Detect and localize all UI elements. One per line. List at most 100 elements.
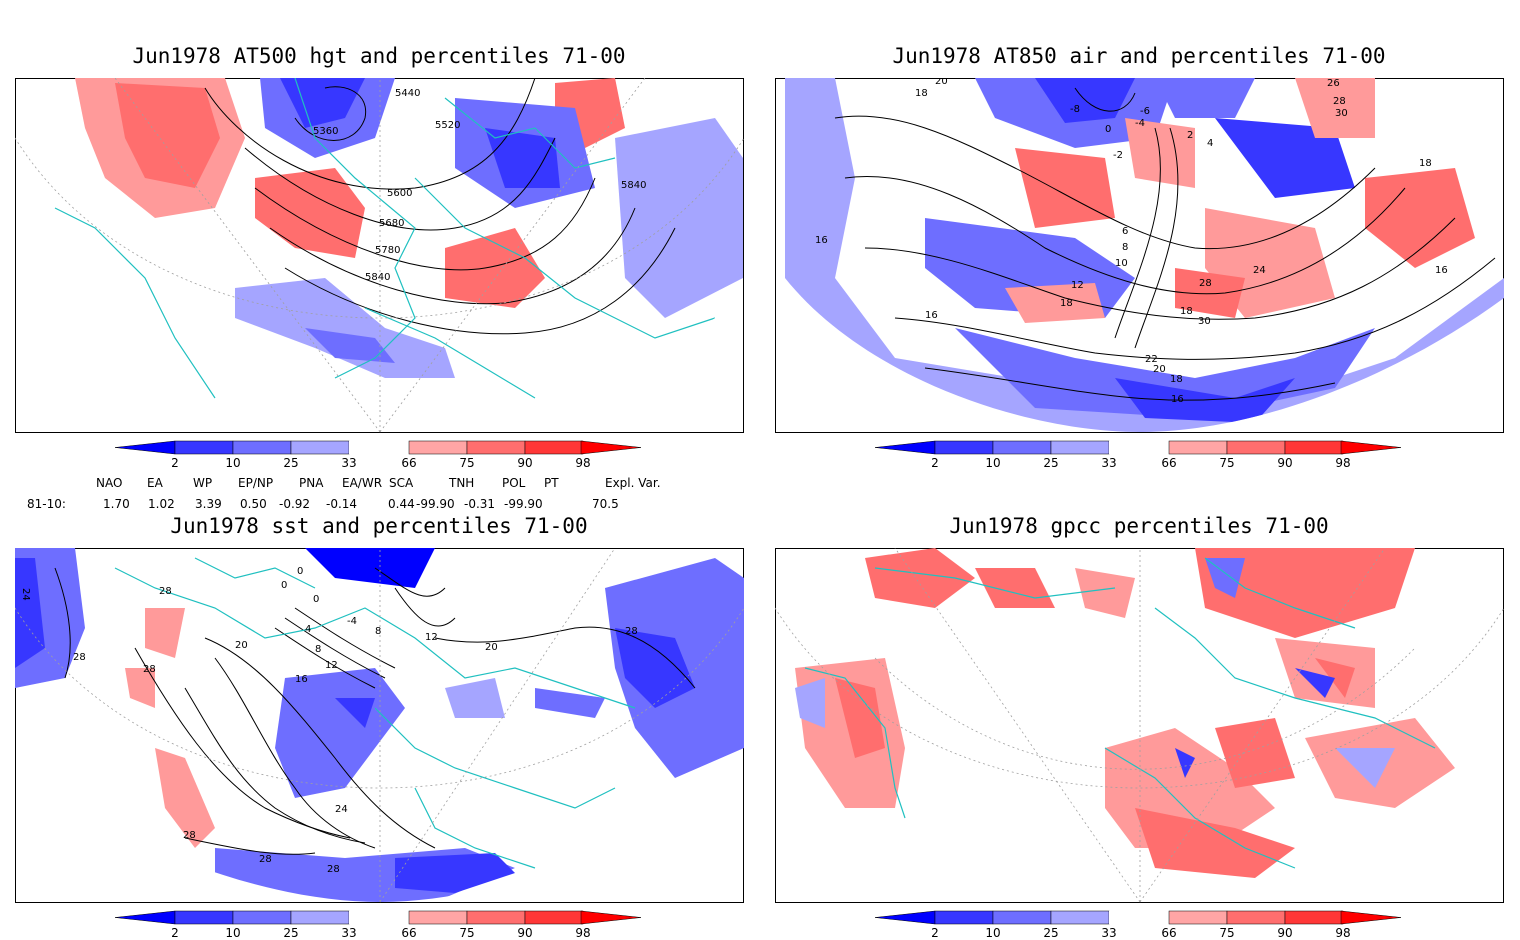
colorbar-swatch [1226,910,1286,925]
map-panel-gpcc [775,548,1504,903]
contour-label: 0 [313,594,319,605]
panel-title: Jun1978 sst and percentiles 71-00 [170,514,588,538]
colorbar-swatch [1050,910,1110,925]
colorbar-tick-label: 2 [931,926,939,940]
contour-label: 30 [1198,316,1211,327]
contour-label: 2 [1187,130,1193,141]
colorbar-swatch [232,910,292,925]
panel-title: Jun1978 gpcc percentiles 71-00 [949,514,1329,538]
index-value: -99.90 [504,497,543,511]
contour-label: 20 [935,78,948,87]
index-header: EP/NP [238,476,274,490]
colorbar-swatch [290,910,350,925]
index-header: Expl. Var. [605,476,661,490]
contour-label: -2 [1113,150,1123,161]
colorbar-tick-label: 66 [1161,456,1176,470]
colorbar-swatch [349,911,409,924]
contour-label: 5600 [387,188,412,199]
contour-label: 5840 [365,272,390,283]
contour-label: 12 [425,632,438,643]
contour-label: 5520 [435,120,460,131]
map-panel-air: 20 18 -8 -6 -4 -2 0 2 4 6 8 10 12 18 16 … [775,78,1504,433]
colorbar-swatch [232,440,292,455]
contour-label: 5780 [375,245,400,256]
contour-label: 18 [915,88,928,99]
colorbar-swatch [1168,910,1228,925]
colorbar-swatch [992,440,1052,455]
contour-label: 28 [143,664,156,675]
colorbar-swatch [290,440,350,455]
index-value: 70.5 [592,497,619,511]
contour-label: 28 [327,864,340,875]
colorbar-tick-label: 98 [575,926,590,940]
colorbar-tick-label: 98 [1335,456,1350,470]
contour-label: 16 [1435,265,1448,276]
contour-label: 28 [625,626,638,637]
contour-label: 24 [1253,265,1266,276]
colorbar-swatch [1109,441,1169,454]
colorbar-tick-label: 75 [459,926,474,940]
colorbar-tick-label: 2 [171,456,179,470]
colorbar: 2 10 25 33 66 75 90 98 [875,910,1402,940]
contour-label: -4 [1135,118,1145,129]
colorbar-swatch [580,440,642,455]
contour-label: 10 [1115,258,1128,269]
contour-label: 5360 [313,126,338,137]
colorbar-swatch [580,910,642,925]
index-header: WP [193,476,213,490]
colorbar: 2 10 25 33 66 75 90 98 [115,440,642,470]
colorbar-tick-label: 25 [283,926,298,940]
colorbar-swatch [1284,440,1344,455]
index-header: POL [502,476,526,490]
index-value: -0.92 [279,497,311,511]
contour-label: 20 [235,640,248,651]
colorbar-swatch [1226,440,1286,455]
index-header: SCA [389,476,414,490]
contour-label: 22 [1145,354,1158,365]
colorbar-swatch [466,440,526,455]
contour-label: 18 [1419,158,1432,169]
colorbar-swatch [174,910,234,925]
colorbar-swatch [115,440,176,455]
contour-label: 28 [73,652,86,663]
contour-label: -8 [1070,104,1080,115]
index-value: 1.70 [103,497,130,511]
index-header: NAO [96,476,123,490]
contour-label: 18 [1170,374,1183,385]
contour-label: -4 [347,616,357,627]
colorbar-tick-label: 75 [1219,456,1234,470]
index-value: 0.50 [240,497,267,511]
colorbar-tick-label: 10 [985,456,1000,470]
contour-label: 4 [1207,138,1213,149]
contour-label: 8 [1122,242,1128,253]
contour-label: 5440 [395,88,420,99]
colorbar-tick-label: 25 [1043,926,1058,940]
colorbar: 2 10 25 33 66 75 90 98 [115,910,642,940]
contour-label: 28 [1333,96,1346,107]
contour-label: 28 [1199,278,1212,289]
colorbar-tick-label: 66 [401,926,416,940]
contour-label: 12 [1071,280,1084,291]
contour-label: 28 [183,830,196,841]
index-table: NAO EA WP EP/NP PNA EA/WR SCA TNH POL PT… [0,474,760,514]
index-value: -0.14 [326,497,358,511]
colorbar-swatch [524,440,584,455]
contour-label: 24 [335,804,348,815]
colorbar-tick-label: 10 [225,926,240,940]
colorbar-tick-label: 33 [1101,926,1116,940]
colorbar-swatch [992,910,1052,925]
colorbar-swatch [1168,440,1228,455]
index-value: -99.90 [416,497,455,511]
colorbar-tick-label: 90 [1277,926,1292,940]
colorbar-swatch [934,910,994,925]
contour-label: 16 [925,310,938,321]
colorbar-swatch [1284,910,1344,925]
colorbar-swatch [408,910,468,925]
index-value: 0.44 [388,497,415,511]
colorbar-tick-label: 98 [1335,926,1350,940]
index-header: TNH [449,476,475,490]
colorbar-swatch [1050,440,1110,455]
contour-label: 5840 [621,180,646,191]
colorbar-tick-label: 33 [341,456,356,470]
contour-label: 6 [1122,226,1128,237]
